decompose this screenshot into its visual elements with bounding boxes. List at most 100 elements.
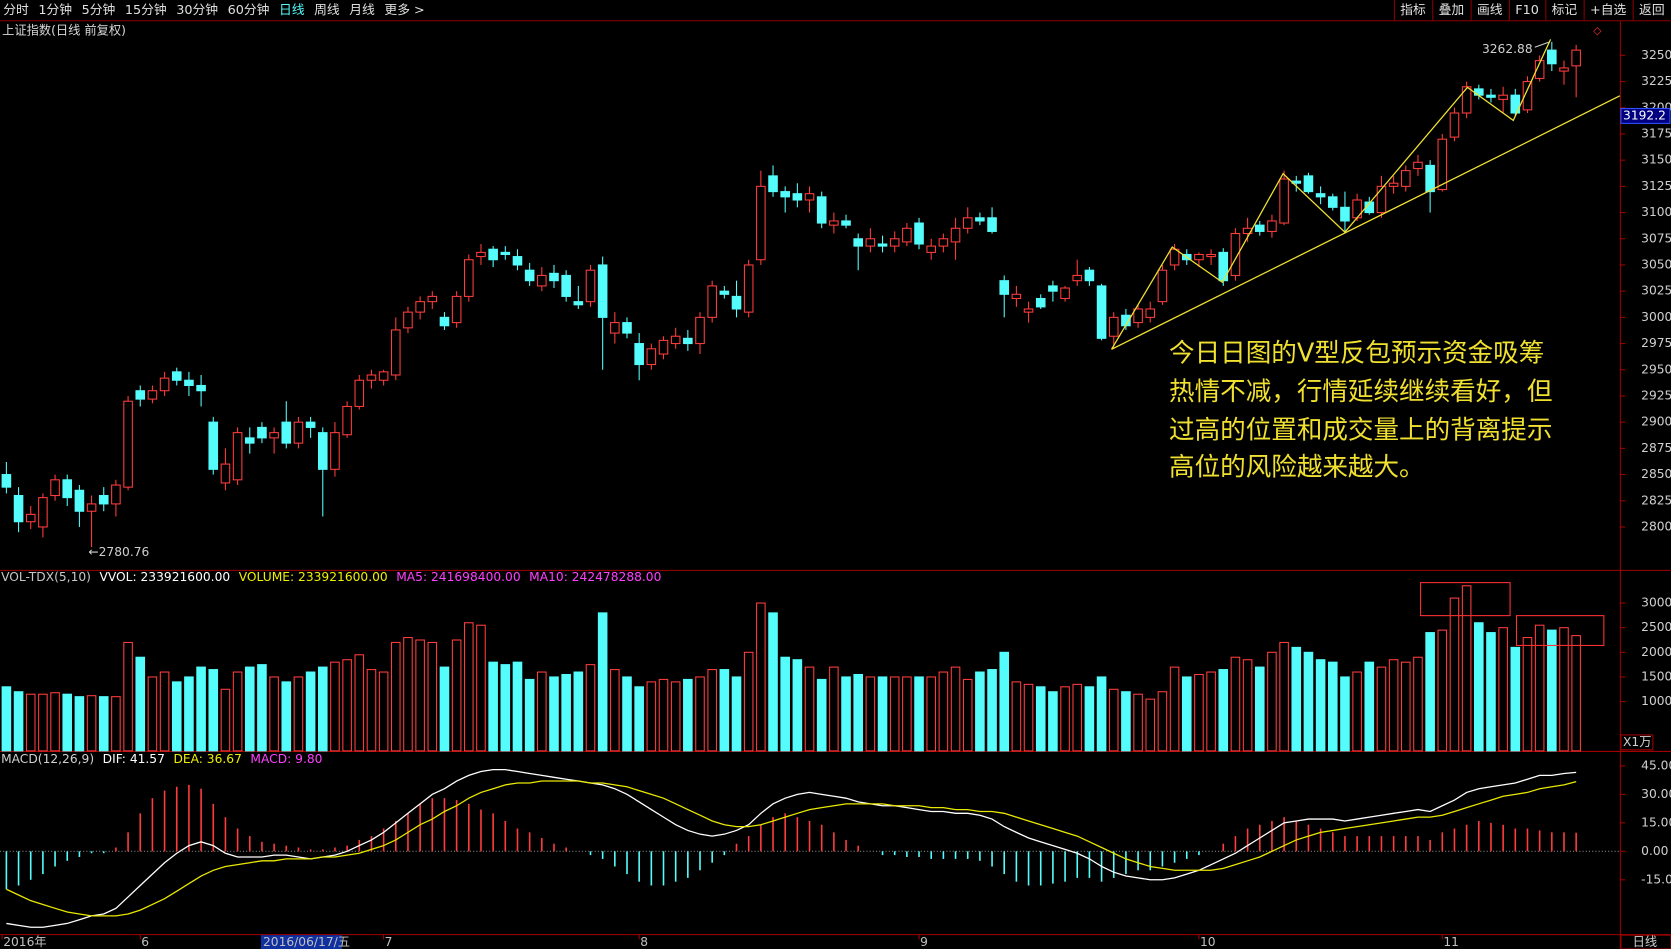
volume-bar — [439, 666, 450, 752]
volume-bar — [1534, 624, 1545, 752]
candle-body — [999, 280, 1010, 295]
volume-bar — [1522, 637, 1533, 752]
volume-bar — [1388, 659, 1399, 752]
candle-body — [1035, 297, 1046, 308]
volume-bar — [707, 669, 717, 752]
volume-bar — [1035, 686, 1046, 752]
volume-bar — [670, 681, 681, 752]
candle-body — [573, 301, 584, 306]
volume-bar — [975, 671, 985, 752]
volume-bar — [658, 678, 669, 752]
volume-bar — [597, 612, 608, 752]
volume-bar — [1121, 691, 1131, 752]
volume-bar — [111, 696, 121, 752]
tab[interactable]: 分时 — [3, 3, 29, 18]
candle-body — [780, 191, 790, 198]
candle-body — [1388, 182, 1399, 187]
highlight-box — [1420, 582, 1511, 617]
candle-body — [159, 377, 170, 392]
candle-body — [1194, 253, 1204, 261]
candle-body — [792, 193, 803, 201]
volume-bar — [74, 696, 85, 752]
candle-body — [184, 379, 194, 387]
candle-body — [1230, 232, 1241, 276]
tab[interactable]: 1分钟 — [38, 2, 72, 18]
volume-bar — [62, 693, 73, 752]
candle-body — [829, 220, 839, 226]
wave-line — [1110, 39, 1552, 350]
candle-body — [670, 335, 681, 345]
legend-entry: MA5: 241698400.00 — [396, 570, 520, 584]
y-tick-label: 45.00 — [1641, 758, 1671, 772]
tool-button[interactable]: +自选 — [1590, 3, 1626, 18]
volume-bar — [537, 671, 547, 752]
volume-bar — [464, 622, 474, 752]
tool-button[interactable]: 叠加 — [1439, 3, 1465, 18]
tool-button[interactable]: 返回 — [1639, 3, 1665, 18]
candle-body — [877, 243, 888, 247]
candle-body — [244, 437, 255, 444]
chart-body: 2800 2825 2850 2875 2900 2925 2950 2975 3000 3025… — [0, 41, 1671, 949]
tab[interactable]: 周线 — [314, 3, 340, 18]
candle-body — [1534, 60, 1545, 79]
tab[interactable]: 月线 — [349, 3, 375, 18]
volume-bar — [269, 676, 279, 752]
annotation-line: 今日日图的V型反包预示资金吸筹 — [1169, 339, 1544, 369]
volume-bar — [877, 676, 888, 752]
candle-body — [390, 329, 401, 376]
volume-bar — [1425, 632, 1435, 752]
candle-body — [196, 384, 206, 392]
tool-button[interactable]: 指标 — [1400, 3, 1426, 18]
volume-bar — [914, 676, 924, 752]
candle-body — [232, 432, 243, 481]
tab[interactable]: 30分钟 — [176, 2, 218, 18]
volume-bar — [330, 661, 340, 752]
candle-body — [987, 217, 997, 232]
tool-button[interactable]: 画线 — [1477, 3, 1503, 18]
volume-bar — [232, 671, 243, 752]
y-tick-label: 0.00 — [1641, 844, 1668, 858]
tab[interactable]: 日线 — [279, 3, 305, 18]
candle-body — [683, 337, 693, 345]
candle-body — [281, 421, 292, 444]
y-tick-label: -15.00 — [1641, 872, 1671, 886]
legend-entry: DEA: 36.67 — [173, 752, 241, 766]
candle-body — [439, 316, 450, 327]
volume-bar — [585, 664, 596, 752]
volume-bar — [865, 676, 876, 752]
tool-button[interactable]: F10 — [1515, 3, 1539, 18]
volume-bar — [98, 696, 109, 752]
volume-bar — [1157, 691, 1168, 752]
volume-bar — [171, 681, 182, 752]
candle-body — [500, 251, 511, 256]
volume-bar — [208, 669, 219, 752]
candle-body — [950, 227, 961, 243]
volume-bar — [1303, 651, 1314, 752]
volume-bar — [500, 664, 511, 752]
y-tick-label: 2900 — [1641, 415, 1671, 429]
volume-bar — [816, 678, 827, 752]
volume-bar — [1, 686, 12, 752]
annotation-line: 高位的风险越来越大。 — [1169, 453, 1425, 483]
x-tick-label: 7 — [385, 935, 393, 949]
candle-body — [549, 272, 559, 282]
tab[interactable]: 15分钟 — [125, 2, 167, 18]
tab[interactable]: 60分钟 — [228, 2, 270, 18]
volume-bar — [1194, 673, 1204, 752]
tab[interactable]: 5分钟 — [82, 2, 116, 18]
candle-body — [1108, 316, 1119, 337]
volume-bar — [38, 693, 48, 752]
y-tick-label: 2875 — [1641, 441, 1671, 455]
candle-body — [731, 295, 742, 310]
candle-body — [962, 217, 973, 229]
tool-button[interactable]: 标记 — [1552, 3, 1578, 18]
volume-bar — [488, 661, 498, 752]
candle-body — [597, 264, 608, 318]
candle-body — [451, 295, 462, 324]
volume-bar — [244, 666, 255, 752]
volume-bar — [1230, 656, 1241, 752]
candle-body — [208, 421, 219, 470]
tab[interactable]: 更多 > — [384, 3, 424, 18]
icon: ◇ — [1593, 24, 1602, 37]
